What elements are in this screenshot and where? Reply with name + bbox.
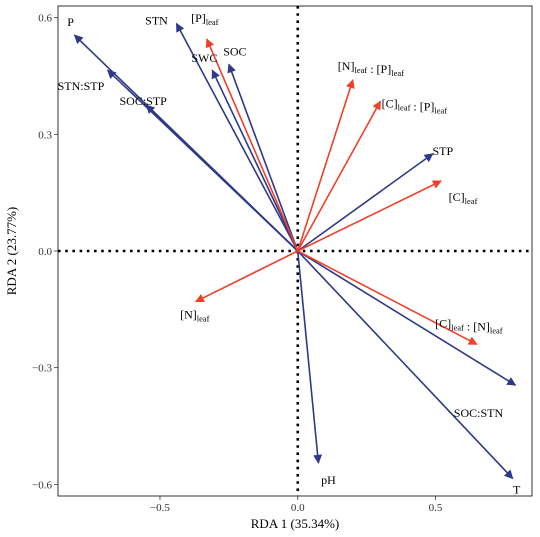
label-c-leaf-n-leaf: [C]leaf : [N]leaf bbox=[435, 316, 503, 335]
vector-n-leaf-p-leaf bbox=[296, 79, 355, 252]
label-c-leaf: [C]leaf bbox=[449, 190, 478, 206]
label-stn-stp: STN:STP bbox=[58, 79, 105, 93]
label-soc: SOC bbox=[223, 44, 246, 58]
label-stp: STP bbox=[432, 144, 453, 158]
x-tick-label: 0.5 bbox=[429, 502, 443, 514]
label-stn: STN bbox=[145, 14, 168, 28]
plot-panel bbox=[57, 5, 533, 497]
x-tick-label: −0.5 bbox=[150, 502, 170, 514]
y-tick-label: −0.6 bbox=[32, 479, 52, 491]
y-tick-label: 0.3 bbox=[38, 129, 52, 141]
vector-stp bbox=[297, 153, 434, 252]
vector-soc-stp bbox=[145, 104, 299, 252]
label-p-leaf: [P]leaf bbox=[191, 11, 219, 27]
label-c-leaf-p-leaf: [C]leaf : [P]leaf bbox=[382, 96, 448, 115]
label-n-leaf: [N]leaf bbox=[180, 308, 210, 324]
vector-c-leaf-n-leaf bbox=[297, 250, 478, 346]
label-n-leaf-p-leaf: [N]leaf : [P]leaf bbox=[338, 59, 404, 78]
x-tick-label: 0.0 bbox=[291, 502, 305, 514]
vector-c-leaf-p-leaf bbox=[297, 100, 382, 252]
label-soc-stp: SOC:STP bbox=[120, 94, 168, 108]
y-tick-label: 0.0 bbox=[38, 246, 52, 258]
y-axis-label: RDA 2 (23.77%) bbox=[4, 207, 19, 295]
vector-stn bbox=[175, 22, 299, 252]
vector-labels: P STN STN:STP SOC:STP SWC SOC STP SOC:STN pH T [P]… bbox=[58, 11, 521, 496]
vector-soc-stn bbox=[297, 250, 517, 386]
axis-ticks: −0.5 0.0 0.5 −0.6 −0.3 0.0 0.3 0.6 bbox=[32, 13, 443, 514]
vector-p-leaf bbox=[205, 38, 299, 252]
label-t: T bbox=[513, 483, 521, 497]
vector-swc bbox=[211, 69, 299, 252]
label-ph: pH bbox=[321, 473, 336, 487]
y-tick-label: −0.3 bbox=[32, 363, 52, 375]
vector-ph bbox=[296, 250, 323, 464]
label-soc-stn: SOC:STN bbox=[454, 406, 504, 420]
y-tick-label: 0.6 bbox=[38, 13, 52, 25]
vector-n-leaf bbox=[194, 250, 299, 303]
vector-soc bbox=[227, 63, 299, 252]
label-swc: SWC bbox=[191, 51, 217, 65]
x-axis-label: RDA 1 (35.34%) bbox=[251, 516, 339, 531]
label-p: P bbox=[67, 15, 74, 29]
vector-t bbox=[297, 250, 514, 480]
vectors bbox=[73, 22, 517, 480]
vector-c-leaf bbox=[297, 180, 442, 252]
